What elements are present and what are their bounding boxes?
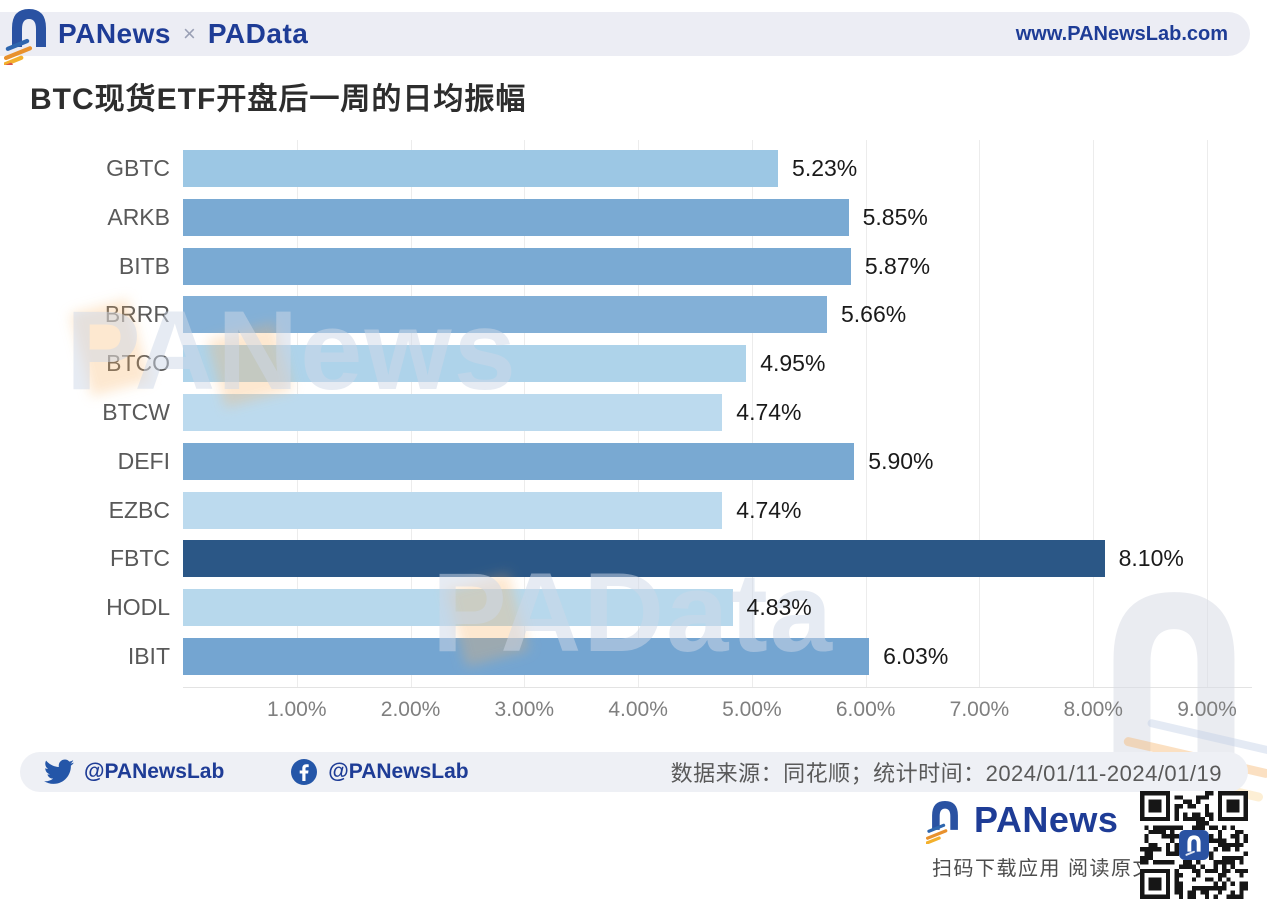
category-label-btcw: BTCW bbox=[102, 399, 170, 425]
x-tick-label: 4.00% bbox=[608, 698, 668, 721]
bar-ibit bbox=[183, 638, 870, 675]
bar-btcw bbox=[183, 394, 723, 431]
branding-block: PANews 扫码下载应用 阅读原文 bbox=[926, 796, 1154, 881]
value-label-btco: 4.95% bbox=[760, 350, 826, 377]
bar-gbtc bbox=[183, 150, 779, 187]
grid-line bbox=[979, 140, 981, 687]
bar-arkb bbox=[183, 198, 849, 236]
x-tick-label: 8.00% bbox=[1063, 698, 1123, 721]
value-label-ezbc: 4.74% bbox=[736, 496, 802, 523]
x-tick-label: 9.00% bbox=[1177, 698, 1237, 721]
bar-fbtc bbox=[183, 540, 1105, 578]
value-label-gbtc: 5.23% bbox=[792, 155, 858, 181]
x-tick-label: 2.00% bbox=[380, 698, 441, 721]
grid-line bbox=[865, 140, 867, 687]
x-tick-label: 7.00% bbox=[949, 698, 1010, 721]
category-label-hodl: HODL bbox=[106, 594, 170, 621]
grid-line bbox=[751, 140, 753, 687]
facebook-icon bbox=[290, 758, 318, 786]
header-band: PANews × PAData www.PANewsLab.com bbox=[0, 12, 1250, 56]
grid-line bbox=[1207, 140, 1208, 687]
footer-band: @PANewsLab @PANewsLab 数据来源：同花顺；统计时间：2024… bbox=[20, 752, 1248, 792]
bar-defi bbox=[183, 442, 855, 480]
bar-ezbc bbox=[183, 491, 723, 529]
bar-btco bbox=[183, 345, 747, 383]
axis-baseline bbox=[183, 687, 1252, 688]
brand-separator: × bbox=[182, 21, 196, 46]
bar-hodl bbox=[183, 589, 733, 627]
brand-panews: PANews bbox=[58, 18, 171, 49]
value-label-arkb: 5.85% bbox=[862, 203, 928, 230]
panews-logo-icon bbox=[2, 3, 54, 70]
category-label-brrr: BRRR bbox=[104, 301, 170, 328]
value-label-ibit: 6.03% bbox=[883, 643, 949, 669]
watermark-stripe-blue bbox=[1146, 718, 1267, 756]
brand-padata: PAData bbox=[207, 18, 309, 49]
category-label-defi: DEFI bbox=[117, 447, 170, 474]
qr-center-logo-icon bbox=[1179, 830, 1209, 860]
panews-small-logo-icon bbox=[926, 796, 964, 844]
bar-bitb bbox=[183, 247, 851, 285]
category-label-btco: BTCO bbox=[106, 350, 170, 377]
category-label-ibit: IBIT bbox=[127, 643, 170, 669]
twitter-icon bbox=[44, 759, 74, 785]
website-url: www.PANewsLab.com bbox=[1015, 22, 1228, 45]
qr-code bbox=[1140, 791, 1248, 899]
value-label-defi: 5.90% bbox=[868, 447, 934, 474]
value-label-btcw: 4.74% bbox=[736, 399, 802, 425]
category-label-fbtc: FBTC bbox=[109, 545, 170, 572]
chart-title: BTC现货ETF开盘后一周的日均振幅 bbox=[30, 83, 527, 116]
value-label-hodl: 4.83% bbox=[746, 594, 812, 621]
value-label-bitb: 5.87% bbox=[864, 252, 931, 279]
category-label-arkb: ARKB bbox=[107, 203, 170, 230]
category-label-ezbc: EZBC bbox=[108, 496, 170, 523]
x-tick-label: 3.00% bbox=[494, 698, 555, 721]
facebook-handle: @PANewsLab bbox=[328, 760, 469, 783]
category-label-bitb: BITB bbox=[118, 252, 170, 279]
grid-line bbox=[1093, 140, 1095, 687]
category-label-gbtc: GBTC bbox=[106, 155, 170, 181]
branding-logo-text: PANews bbox=[974, 799, 1119, 840]
data-source-note: 数据来源：同花顺；统计时间：2024/01/11-2024/01/19 bbox=[670, 761, 1222, 786]
value-label-fbtc: 8.10% bbox=[1118, 545, 1184, 572]
twitter-handle: @PANewsLab bbox=[84, 760, 225, 783]
x-tick-label: 6.00% bbox=[835, 698, 896, 721]
x-tick-label: 5.00% bbox=[722, 698, 782, 721]
branding-tagline: 扫码下载应用 阅读原文 bbox=[932, 858, 1155, 880]
bar-brrr bbox=[183, 296, 827, 334]
x-tick-label: 1.00% bbox=[266, 698, 327, 721]
value-label-brrr: 5.66% bbox=[840, 301, 907, 328]
